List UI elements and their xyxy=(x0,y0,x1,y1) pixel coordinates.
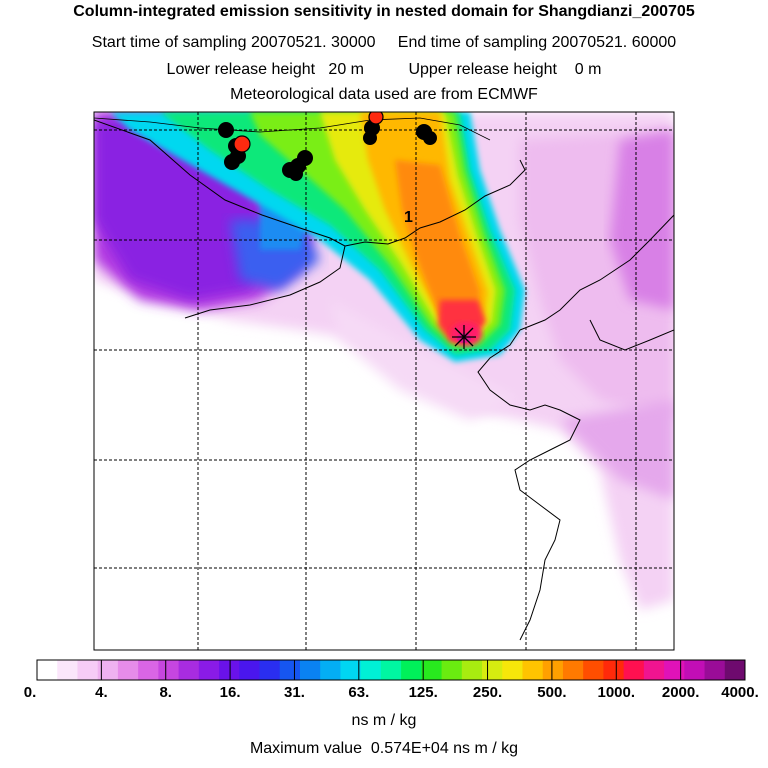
colorbar-tick-label: 2000. xyxy=(661,684,700,701)
colorbar-tick-label: 4000. xyxy=(721,684,759,701)
particle-positions xyxy=(218,120,437,181)
colorbar-units: ns m / kg xyxy=(351,712,417,729)
lat-lon-grid xyxy=(94,112,674,650)
met-data-line: Meteorological data used are from ECMWF xyxy=(230,86,538,103)
colorbar-tick-label: 16. xyxy=(219,684,241,701)
colorbar-tick-label: 4. xyxy=(95,684,108,701)
map-frame xyxy=(93,111,675,651)
colorbar-tick-label: 8. xyxy=(159,684,172,701)
colorbar-tick-label: 31. xyxy=(284,684,305,701)
sensitivity-field: 1 xyxy=(94,112,674,650)
contour-label: 1 xyxy=(404,209,413,226)
cluster-centers xyxy=(233,112,384,153)
colorbar-tick-label: 1000. xyxy=(597,684,636,701)
colorbar-tick-label: 500. xyxy=(537,684,567,701)
sampling-time-line: Start time of sampling 20070521. 30000 E… xyxy=(91,34,677,51)
receptor-star-icon xyxy=(452,325,476,349)
colorbar-tick-label: 125. xyxy=(408,684,438,701)
maximum-value-text: Maximum value 0.574E+04 ns m / kg xyxy=(249,740,519,757)
colorbar-tick-label: 0. xyxy=(23,684,37,701)
colorbar-tick-label: 63. xyxy=(348,684,370,701)
release-height-line: Lower release height 20 m Upper release … xyxy=(166,61,602,78)
colorbar-tick-label: 250. xyxy=(472,684,503,701)
plot-title: Column-integrated emission sensitivity i… xyxy=(73,3,695,20)
